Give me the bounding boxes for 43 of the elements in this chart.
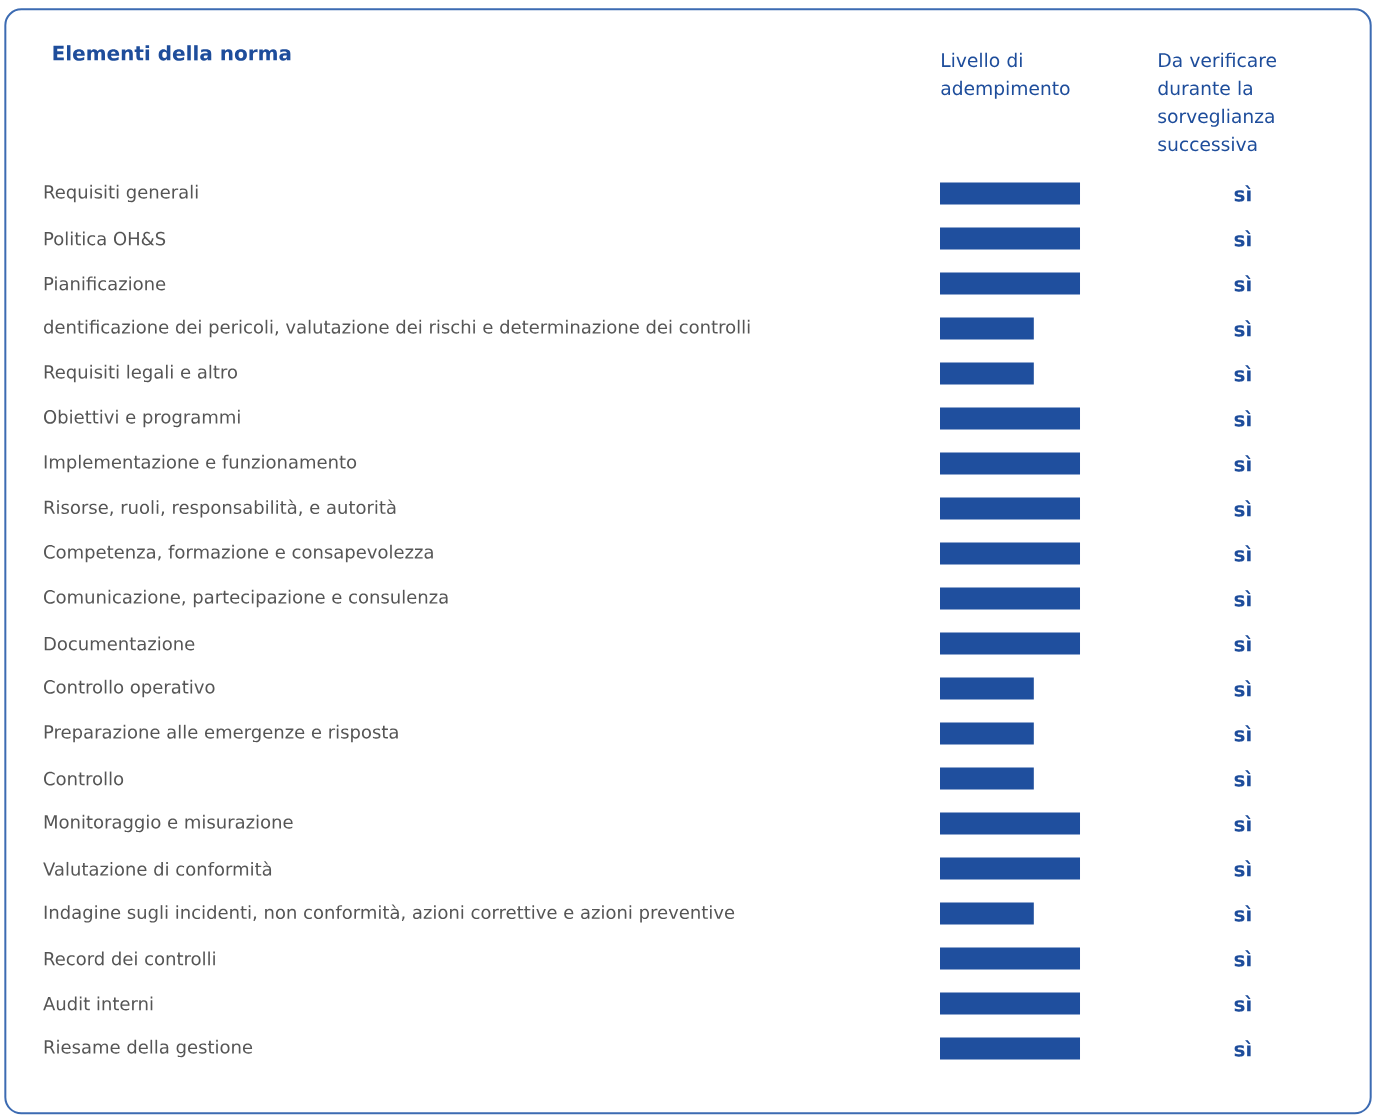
text: sì xyxy=(1234,365,1251,382)
text: sì xyxy=(1234,455,1251,472)
y-tick-label: Monitoraggio e misurazione xyxy=(44,814,293,833)
y-tick-label: Valutazione di conformità xyxy=(43,861,272,876)
x-axis-title: Livello di adempimento xyxy=(941,52,1070,99)
y-tick-label: Requisiti generali xyxy=(44,184,198,203)
text: sì xyxy=(1234,275,1251,292)
text: sì xyxy=(1234,590,1251,607)
text: sì xyxy=(1234,905,1251,922)
text: sì xyxy=(1234,320,1251,337)
y-tick-label: Obiettivi e programmi xyxy=(44,409,240,428)
text: sì xyxy=(1234,410,1251,427)
y-tick-label: Requisiti legali e altro xyxy=(44,364,237,383)
y-tick-label: Risorse, ruoli, responsabilità, e autorità xyxy=(44,499,396,518)
text: sì xyxy=(1234,815,1251,832)
y-tick-label: dentificazione dei pericoli, valutazione dei rischi e determinazione dei controlli xyxy=(44,319,750,338)
y-tick-label: Controllo operativo xyxy=(44,679,215,698)
y-tick-label: Indagine sugli incidenti, non conformità, azioni correttive e azioni preventive xyxy=(44,904,735,923)
y-tick-label: Riesame della gestione xyxy=(44,1039,253,1058)
y-tick-label: Implementazione e funzionamento xyxy=(44,454,357,473)
text: Da verificare durante la sorveglianza successiva xyxy=(1158,52,1277,152)
y-tick-label: Politica OH&S xyxy=(44,231,166,246)
y-tick-label: Preparazione alle emergenze e risposta xyxy=(44,724,398,743)
y-tick-label: Controllo xyxy=(44,771,124,786)
text: sì xyxy=(1234,725,1251,742)
y-tick-label: Record dei controlli xyxy=(44,951,215,966)
text: sì xyxy=(1234,770,1251,787)
y-tick-label: Audit interni xyxy=(43,996,153,1011)
text: sì xyxy=(1234,680,1251,697)
text: sì xyxy=(1234,545,1251,562)
text: sì xyxy=(1234,1040,1251,1057)
text: sì xyxy=(1234,950,1251,967)
text: sì xyxy=(1234,185,1251,202)
text: sì xyxy=(1234,635,1251,652)
text: sì xyxy=(1234,995,1251,1012)
text: Elementi della norma xyxy=(53,45,291,61)
y-tick-label: Documentazione xyxy=(44,636,195,651)
text: sì xyxy=(1234,230,1251,247)
text: sì xyxy=(1234,500,1251,517)
text: sì xyxy=(1234,860,1251,877)
y-tick-label: Competenza, formazione e consapevolezza xyxy=(44,544,433,563)
y-tick-label: Pianificazione xyxy=(44,276,166,291)
y-tick-label: Comunicazione, partecipazione e consulenza xyxy=(44,589,448,608)
